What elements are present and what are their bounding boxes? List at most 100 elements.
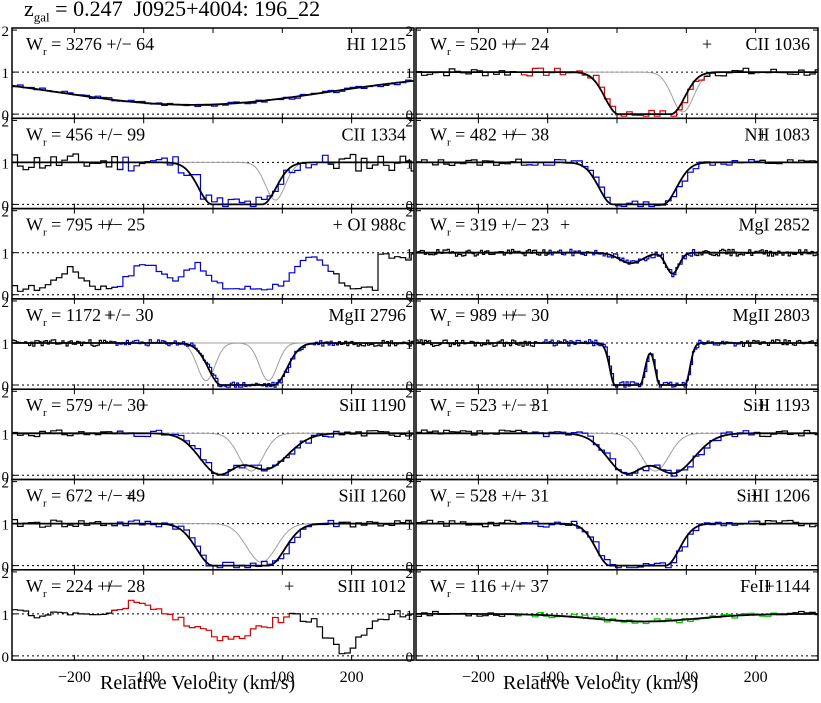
figure-title: zgal = 0.247 J0925+4004: 196_22 xyxy=(24,0,320,25)
fit-curve xyxy=(416,342,818,386)
equivalent-width-label: Wr = 116 +/− 37 xyxy=(430,576,548,600)
y-tick-label: 2 xyxy=(2,295,10,311)
equivalent-width-label: Wr = 528 +/− 31 xyxy=(430,486,549,510)
fit-curve xyxy=(416,71,818,115)
ion-label: OI 988c xyxy=(348,215,406,235)
spectrum-data xyxy=(117,154,334,208)
y-tick-label: 2 xyxy=(406,205,414,221)
component-profile xyxy=(12,161,414,201)
x-tick-label: 0 xyxy=(209,669,217,686)
plus-marker: + xyxy=(125,486,135,506)
y-tick-label: 2 xyxy=(406,385,414,401)
spectrum-data xyxy=(521,520,760,569)
plus-marker: + xyxy=(284,576,294,596)
y-tick-label: 2 xyxy=(406,476,414,492)
x-tick-label: 100 xyxy=(674,669,698,686)
spectrum-data xyxy=(12,79,414,107)
y-tick-label: 1 xyxy=(406,518,414,534)
component-profile xyxy=(12,432,414,472)
plus-marker: + xyxy=(508,305,518,325)
y-tick-label: 0 xyxy=(2,198,10,214)
fit-curve xyxy=(12,161,414,206)
spectrum-data xyxy=(526,159,766,208)
equivalent-width-label: Wr = 795 +/− 25 xyxy=(26,215,145,239)
y-tick-label: 0 xyxy=(406,560,414,576)
y-tick-label: 0 xyxy=(2,289,10,305)
x-tick-label: −100 xyxy=(127,669,160,686)
equivalent-width-label: Wr = 1172 +/− 30 xyxy=(26,305,153,329)
plus-marker: + xyxy=(104,215,114,235)
ion-label: SiII 1190 xyxy=(339,395,406,415)
y-tick-label: 1 xyxy=(2,518,10,534)
plus-marker: + xyxy=(508,34,518,54)
spectrum-data xyxy=(111,599,295,642)
panel-cii-1334: 0 1 2 Wr = 456 +/− 99 CII 1334 xyxy=(2,114,415,214)
spectrum-data xyxy=(333,253,414,291)
plus-marker: + xyxy=(560,215,570,235)
spectrum-data xyxy=(12,609,118,619)
y-tick-label: 1 xyxy=(406,608,414,624)
ion-label: CII 1334 xyxy=(342,124,407,144)
equivalent-width-label: Wr = 523 +/− 31 xyxy=(430,395,549,419)
panel-mgii-2803: +0 1 2 Wr = 989 +/− 30 MgII 2803 xyxy=(406,295,819,395)
equivalent-width-label: Wr = 989 +/− 30 xyxy=(430,305,549,329)
x-tick-label: 200 xyxy=(744,669,768,686)
panel-oi-988c: + +0 1 2 Wr = 795 +/− 25 OI 988c xyxy=(2,205,415,305)
component-profile xyxy=(12,523,414,563)
ion-label: SiII 1193 xyxy=(743,395,810,415)
spectrum-data xyxy=(416,248,552,257)
ion-label: SiIII 1206 xyxy=(737,486,811,506)
plus-marker: + xyxy=(751,486,761,506)
plus-marker: + xyxy=(757,395,767,415)
panel-feii-1144: + +0 1 2 Wr = 116 +/− 37 FeII 1144 xyxy=(406,566,819,666)
plus-marker: + xyxy=(508,124,518,144)
panel-hi-1215: 0 1 2 Wr = 3276 +/− 64 HI 1215 xyxy=(2,24,415,124)
spectrum-data xyxy=(328,153,414,172)
panel-siii-1260: +0 1 2 Wr = 672 +/− 49 SiII 1260 xyxy=(2,476,415,576)
y-tick-label: 2 xyxy=(2,24,10,40)
fit-curve xyxy=(11,79,415,106)
y-tick-label: 0 xyxy=(406,198,414,214)
y-tick-label: 0 xyxy=(2,560,10,576)
ion-label: FeII 1144 xyxy=(740,576,810,596)
y-tick-label: 0 xyxy=(2,469,10,485)
y-tick-label: 2 xyxy=(2,205,10,221)
equivalent-width-label: Wr = 579 +/− 30 xyxy=(26,395,145,419)
spectrum-data xyxy=(12,519,118,528)
object-name: J0925+4004: 196_22 xyxy=(133,0,321,21)
y-tick-label: 0 xyxy=(406,289,414,305)
fit-curve xyxy=(416,613,818,623)
y-tick-label: 0 xyxy=(2,379,10,395)
fit-curve xyxy=(416,161,818,206)
z-label: z xyxy=(24,0,34,21)
panel-nii-1083: + +0 1 2 Wr = 482 +/− 38 NII 1083 xyxy=(406,114,819,214)
fit-curve xyxy=(12,522,414,567)
fit-curve xyxy=(416,522,818,567)
y-tick-label: 1 xyxy=(406,337,414,353)
ion-label: NII 1083 xyxy=(745,124,811,144)
spectrum-data xyxy=(111,519,345,569)
spectrum-data xyxy=(416,610,522,617)
y-tick-label: 1 xyxy=(2,337,10,353)
y-tick-label: 2 xyxy=(2,385,10,401)
panel-siii-1190: +0 1 2 Wr = 579 +/− 30 SiII 1190 xyxy=(2,385,415,485)
component-profile xyxy=(416,432,818,472)
x-tick-label: −200 xyxy=(462,669,495,686)
spectrum-data xyxy=(109,339,339,388)
y-tick-label: 1 xyxy=(406,66,414,82)
plus-marker: + xyxy=(333,215,343,235)
spectrum-data xyxy=(111,256,340,291)
plus-marker: + xyxy=(104,576,114,596)
y-tick-label: 2 xyxy=(406,295,414,311)
panel-siii-1193: + +0 1 2 Wr = 523 +/− 31 SiII 1193 xyxy=(406,385,819,485)
ion-label: CII 1036 xyxy=(746,34,811,54)
spectrum-data xyxy=(12,153,123,171)
plus-marker: + xyxy=(702,34,712,54)
spectrum-data xyxy=(12,429,123,438)
ion-label: MgII 2796 xyxy=(329,305,407,325)
panel-mgii-2796: +0 1 2 Wr = 1172 +/− 30 MgII 2796 xyxy=(2,295,415,395)
spectrum-data xyxy=(12,266,118,292)
fit-curve xyxy=(416,432,818,475)
y-tick-label: 0 xyxy=(406,379,414,395)
